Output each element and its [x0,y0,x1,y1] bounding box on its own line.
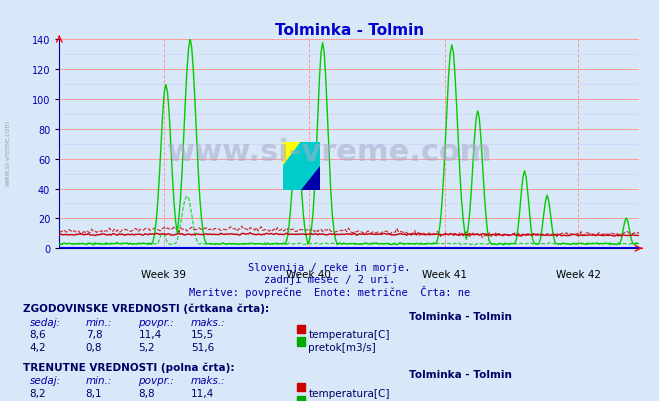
Text: Tolminka - Tolmin: Tolminka - Tolmin [409,369,511,379]
Text: www.si-vreme.com: www.si-vreme.com [167,138,492,167]
Text: Week 41: Week 41 [422,269,467,279]
Title: Tolminka - Tolmin: Tolminka - Tolmin [275,22,424,38]
Text: 8,1: 8,1 [86,388,102,398]
Text: 7,8: 7,8 [86,330,102,340]
Text: Week 40: Week 40 [286,269,331,279]
Text: Week 42: Week 42 [556,269,601,279]
Text: www.si-vreme.com: www.si-vreme.com [5,119,11,185]
Text: 15,5: 15,5 [191,330,214,340]
Text: sedaj:: sedaj: [30,375,61,385]
Polygon shape [283,142,320,190]
Text: ZGODOVINSKE VREDNOSTI (črtkana črta):: ZGODOVINSKE VREDNOSTI (črtkana črta): [23,303,269,313]
Polygon shape [302,166,320,190]
Text: min.:: min.: [86,317,112,327]
Polygon shape [283,142,302,190]
Text: TRENUTNE VREDNOSTI (polna črta):: TRENUTNE VREDNOSTI (polna črta): [23,361,235,372]
Text: 5,2: 5,2 [138,342,155,352]
Text: 0,8: 0,8 [86,342,102,352]
Text: 11,4: 11,4 [191,388,214,398]
Text: maks.:: maks.: [191,317,226,327]
Text: 8,8: 8,8 [138,388,155,398]
Text: 8,2: 8,2 [30,388,46,398]
Text: pretok[m3/s]: pretok[m3/s] [308,342,376,352]
Text: 4,2: 4,2 [30,342,46,352]
Text: Slovenija / reke in morje.: Slovenija / reke in morje. [248,263,411,273]
Text: Tolminka - Tolmin: Tolminka - Tolmin [409,311,511,321]
Text: 11,4: 11,4 [138,330,161,340]
Text: sedaj:: sedaj: [30,317,61,327]
Text: Week 39: Week 39 [141,269,186,279]
Text: maks.:: maks.: [191,375,226,385]
Text: Meritve: povprečne  Enote: metrične  Črta: ne: Meritve: povprečne Enote: metrične Črta:… [189,285,470,297]
Text: zadnji mesec / 2 uri.: zadnji mesec / 2 uri. [264,274,395,284]
Text: 8,6: 8,6 [30,330,46,340]
Text: povpr.:: povpr.: [138,317,174,327]
Text: povpr.:: povpr.: [138,375,174,385]
Text: temperatura[C]: temperatura[C] [308,330,390,340]
Text: 51,6: 51,6 [191,342,214,352]
Text: min.:: min.: [86,375,112,385]
Text: temperatura[C]: temperatura[C] [308,388,390,398]
